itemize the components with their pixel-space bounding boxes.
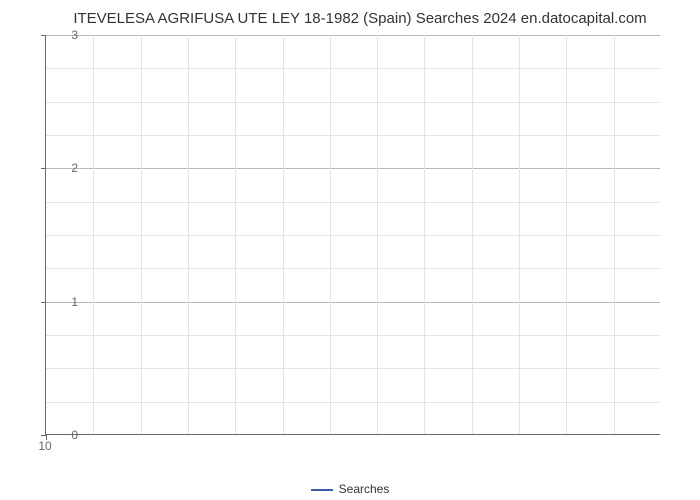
- grid-line-minor-v: [424, 35, 425, 434]
- grid-line-major-h: [46, 168, 660, 169]
- ytick-label: 3: [71, 28, 78, 42]
- grid-line-minor-v: [472, 35, 473, 434]
- grid-line-minor-v: [283, 35, 284, 434]
- grid-line-minor-h: [46, 202, 660, 203]
- grid-line-minor-v: [330, 35, 331, 434]
- ytick-mark: [41, 302, 46, 303]
- legend-swatch: [311, 489, 333, 491]
- grid-line-minor-v: [188, 35, 189, 434]
- ytick-mark: [41, 35, 46, 36]
- chart-container: ITEVELESA AGRIFUSA UTE LEY 18-1982 (Spai…: [0, 0, 700, 500]
- grid-line-minor-h: [46, 235, 660, 236]
- grid-line-minor-h: [46, 102, 660, 103]
- grid-line-major-h: [46, 302, 660, 303]
- grid-line-minor-h: [46, 335, 660, 336]
- grid-line-minor-h: [46, 268, 660, 269]
- grid-line-minor-v: [566, 35, 567, 434]
- legend: Searches: [0, 482, 700, 496]
- grid-line-minor-v: [377, 35, 378, 434]
- plot-area: [45, 35, 660, 435]
- grid-line-minor-v: [141, 35, 142, 434]
- grid-line-minor-h: [46, 68, 660, 69]
- grid-line-minor-v: [614, 35, 615, 434]
- ytick-label: 1: [71, 295, 78, 309]
- legend-label: Searches: [339, 482, 390, 496]
- grid-line-minor-h: [46, 135, 660, 136]
- ytick-label: 2: [71, 161, 78, 175]
- grid-line-minor-v: [519, 35, 520, 434]
- grid-line-minor-h: [46, 402, 660, 403]
- chart-title: ITEVELESA AGRIFUSA UTE LEY 18-1982 (Spai…: [45, 10, 675, 27]
- grid-line-minor-v: [93, 35, 94, 434]
- ytick-mark: [41, 168, 46, 169]
- grid-line-major-h: [46, 35, 660, 36]
- grid-line-minor-v: [235, 35, 236, 434]
- grid-line-minor-h: [46, 368, 660, 369]
- xtick-label: 10: [38, 439, 51, 453]
- ytick-label: 0: [71, 428, 78, 442]
